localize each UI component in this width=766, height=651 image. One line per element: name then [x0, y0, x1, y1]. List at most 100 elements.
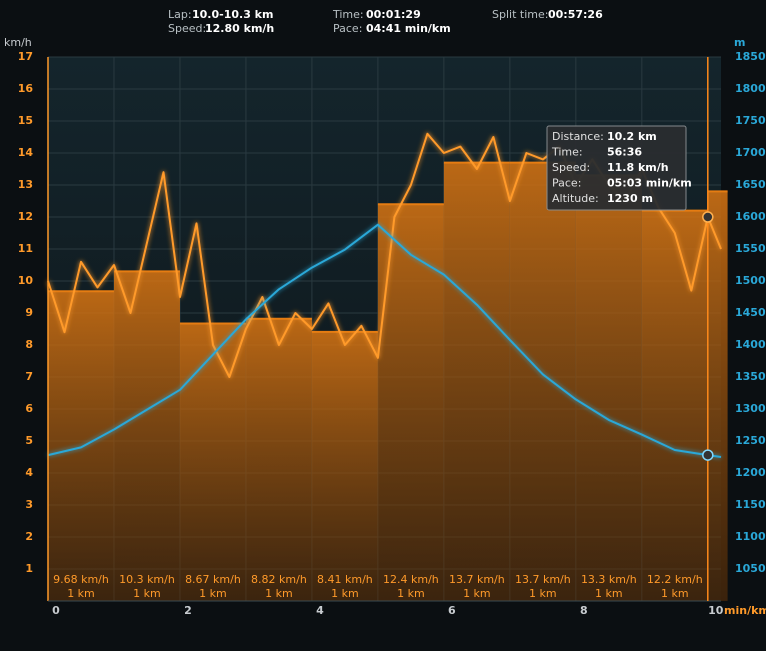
- y-tick-label: 9: [25, 306, 33, 319]
- header-value: 00:57:26: [548, 8, 603, 21]
- tooltip-value: 56:36: [607, 146, 642, 159]
- y2-tick-label: 1100: [735, 530, 766, 543]
- lap-bar: [707, 191, 728, 601]
- y2-tick-label: 1850: [735, 50, 766, 63]
- lap-length-label: 1 km: [265, 587, 293, 600]
- y2-tick-label: 1050: [735, 562, 766, 575]
- x-tick-label: 4: [316, 604, 324, 617]
- y-tick-label: 3: [25, 498, 33, 511]
- y2-tick-label: 1400: [735, 338, 766, 351]
- y2-tick-label: 1350: [735, 370, 766, 383]
- tooltip-value: 05:03 min/km: [607, 177, 692, 190]
- y2-tick-label: 1300: [735, 402, 766, 415]
- y2-tick-label: 1750: [735, 114, 766, 127]
- y-tick-label: 14: [18, 146, 34, 159]
- lap-value-label: 9.68 km/h: [53, 573, 109, 586]
- y-tick-label: 8: [25, 338, 33, 351]
- x-axis-label: min/km: [724, 604, 766, 617]
- tooltip: Distance: 10.2 km Time: 56:36 Speed: 11.8 km/…: [546, 125, 692, 211]
- lap-bar: [377, 204, 444, 601]
- tooltip-value: 10.2 km: [607, 130, 657, 143]
- lap-length-label: 1 km: [133, 587, 161, 600]
- y-tick-label: 11: [18, 242, 33, 255]
- lap-value-label: 13.3 km/h: [581, 573, 637, 586]
- header-label: Speed:: [168, 22, 206, 35]
- y-tick-label: 13: [18, 178, 33, 191]
- lap-bar: [311, 331, 378, 601]
- y2-tick-label: 1200: [735, 466, 766, 479]
- y-tick-label: 17: [18, 50, 33, 63]
- y-tick-label: 4: [25, 466, 33, 479]
- lap-value-label: 8.41 km/h: [317, 573, 373, 586]
- lap-bar: [245, 318, 312, 601]
- x-tick-label: 0: [52, 604, 60, 617]
- x-tick-label: 2: [184, 604, 192, 617]
- y-tick-label: 6: [25, 402, 33, 415]
- lap-length-label: 1 km: [463, 587, 491, 600]
- cursor-marker: [702, 211, 714, 223]
- tooltip-label: Speed:: [552, 161, 590, 174]
- tooltip-value: 1230 m: [607, 192, 653, 205]
- lap-bar: [48, 291, 114, 601]
- lap-length-label: 1 km: [199, 587, 227, 600]
- lap-length-label: 1 km: [397, 587, 425, 600]
- y-tick-label: 2: [25, 530, 33, 543]
- lap-bar: [641, 210, 708, 601]
- lap-bar: [443, 162, 510, 601]
- y2-tick-label: 1800: [735, 82, 766, 95]
- y-tick-label: 16: [18, 82, 34, 95]
- lap-value-label: 12.2 km/h: [647, 573, 703, 586]
- lap-bar: [575, 175, 642, 601]
- tooltip-value: 11.8 km/h: [607, 161, 669, 174]
- x-tick-label: 6: [448, 604, 456, 617]
- y-axis-label: km/h: [4, 36, 32, 49]
- lap-value-label: 13.7 km/h: [449, 573, 505, 586]
- lap-length-label: 1 km: [661, 587, 689, 600]
- header-value: 00:01:29: [366, 8, 421, 21]
- y2-tick-label: 1150: [735, 498, 766, 511]
- header-label: Pace:: [333, 22, 362, 35]
- data-line: [47, 223, 722, 458]
- tooltip-box: [546, 125, 687, 211]
- lap-value-label: 8.82 km/h: [251, 573, 307, 586]
- y-tick-label: 12: [18, 210, 33, 223]
- header-value: 12.80 km/h: [205, 22, 274, 35]
- lap-bar: [509, 162, 576, 601]
- y2-tick-label: 1500: [735, 274, 766, 287]
- lap-value-label: 12.4 km/h: [383, 573, 439, 586]
- x-tick-label: 10: [708, 604, 724, 617]
- tooltip-label: Altitude:: [552, 192, 599, 205]
- lap-length-label: 1 km: [331, 587, 359, 600]
- y2-tick-label: 1700: [735, 146, 766, 159]
- lap-value-label: 10.3 km/h: [119, 573, 175, 586]
- lap-length-label: 1 km: [529, 587, 557, 600]
- tooltip-label: Pace:: [552, 177, 581, 190]
- y-tick-label: 7: [25, 370, 33, 383]
- lap-bar: [113, 271, 180, 601]
- y2-tick-label: 1600: [735, 210, 766, 223]
- y2-tick-label: 1650: [735, 178, 766, 191]
- lap-bar: [179, 323, 246, 601]
- header-label: Time:: [332, 8, 364, 21]
- lap-value-label: 8.67 km/h: [185, 573, 241, 586]
- tooltip-label: Distance:: [552, 130, 604, 143]
- x-tick-label: 8: [580, 604, 588, 617]
- lap-value-label: 13.7 km/h: [515, 573, 571, 586]
- header-label: Lap:: [168, 8, 192, 21]
- tooltip-label: Time:: [551, 146, 583, 159]
- header-label: Split time:: [492, 8, 548, 21]
- y-tick-label: 15: [18, 114, 33, 127]
- y2-tick-label: 1250: [735, 434, 766, 447]
- header-value: 04:41 min/km: [366, 22, 451, 35]
- y-tick-label: 10: [18, 274, 34, 287]
- y2-axis-label: m: [734, 36, 745, 49]
- lap-length-label: 1 km: [67, 587, 95, 600]
- lap-length-label: 1 km: [595, 587, 623, 600]
- header-value: 10.0-10.3 km: [192, 8, 273, 21]
- y2-tick-label: 1450: [735, 306, 766, 319]
- y2-tick-label: 1550: [735, 242, 766, 255]
- cursor-marker: [702, 449, 714, 461]
- y-tick-label: 1: [25, 562, 33, 575]
- y-tick-label: 5: [25, 434, 33, 447]
